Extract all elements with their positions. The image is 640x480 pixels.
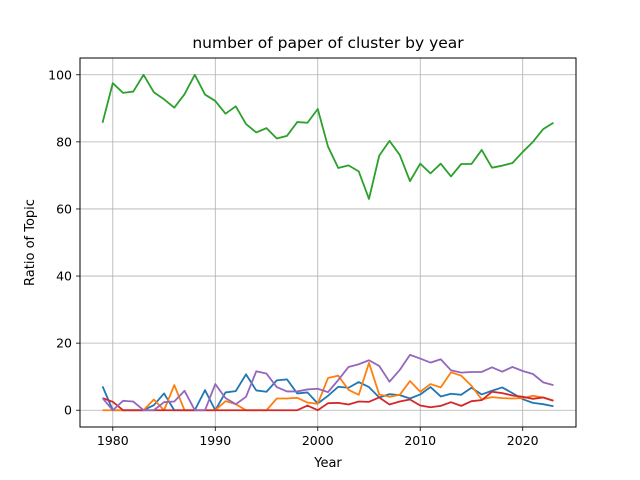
x-tick-label: 2010 <box>404 433 436 448</box>
axis-ticks: 1980 1990 2000 2010 2020 0 20 40 60 80 100 <box>48 67 539 448</box>
series-line-2 <box>102 362 554 412</box>
chart-title: number of paper of cluster by year <box>192 34 464 52</box>
y-tick-label: 40 <box>56 269 72 284</box>
gridlines <box>80 58 576 427</box>
series-line-3 <box>101 73 554 200</box>
x-tick-label: 2020 <box>507 433 539 448</box>
x-tick-label: 1980 <box>97 433 129 448</box>
series-line-5 <box>101 353 554 412</box>
y-tick-label: 80 <box>56 134 72 149</box>
series-lines <box>101 73 554 412</box>
y-axis-label: Ratio of Topic <box>23 199 38 286</box>
x-tick-label: 2000 <box>302 433 334 448</box>
x-tick-label: 1990 <box>199 433 231 448</box>
series-line-4 <box>102 390 554 412</box>
x-axis-label: Year <box>313 456 342 471</box>
y-tick-label: 0 <box>64 403 72 418</box>
y-tick-label: 60 <box>56 201 72 216</box>
y-tick-label: 20 <box>56 336 72 351</box>
plot-frame <box>79 57 577 428</box>
y-tick-label: 100 <box>48 67 72 82</box>
